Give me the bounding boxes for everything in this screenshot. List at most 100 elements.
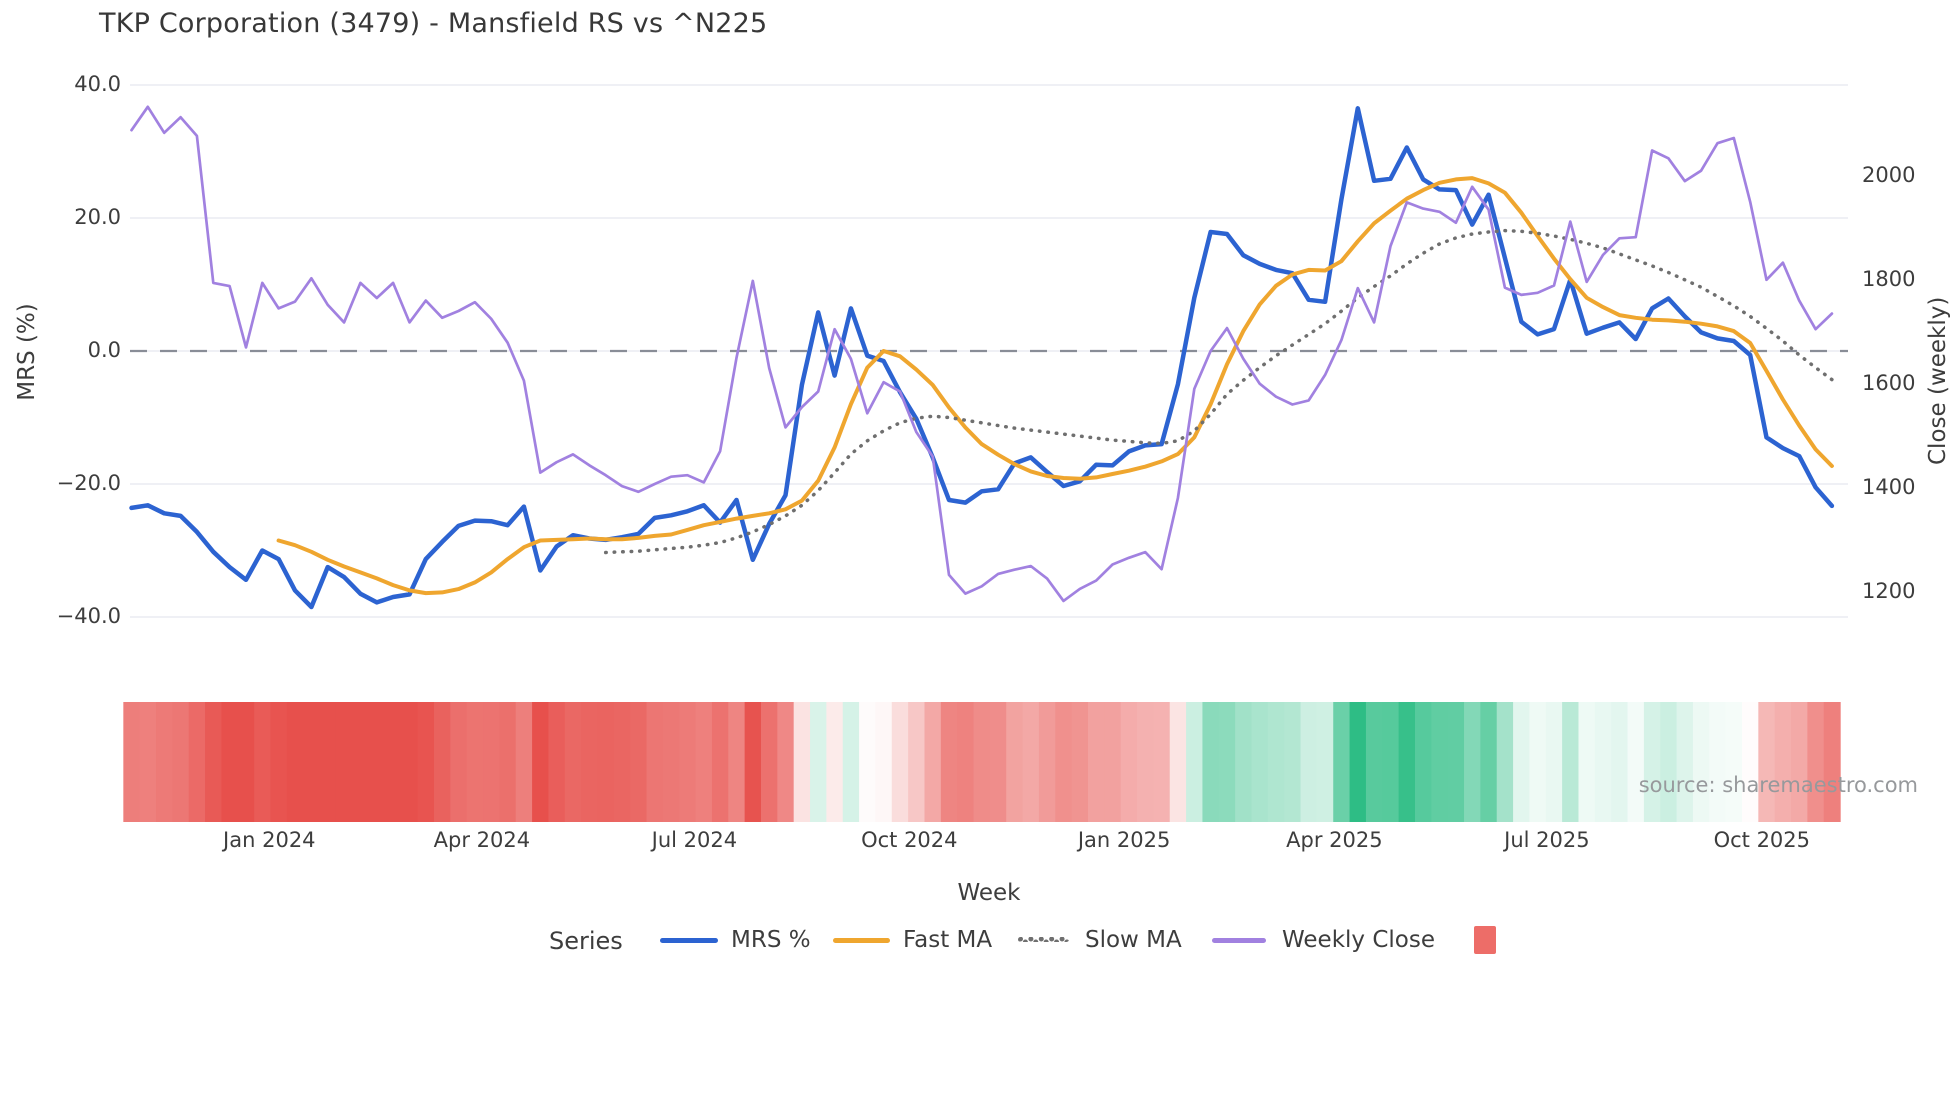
legend-swatch-fast-ma <box>833 937 890 943</box>
series-fast-ma <box>276 176 1834 596</box>
heatmap-cell <box>1267 702 1285 822</box>
heatmap-cell <box>1186 702 1204 822</box>
heatmap-cell <box>1414 702 1432 822</box>
heatmap-cell <box>352 702 370 822</box>
heatmap-cell <box>1741 702 1759 822</box>
heatmap-cell <box>548 702 566 822</box>
heatmap-cell <box>1823 702 1841 822</box>
heatmap-cell <box>319 702 337 822</box>
heatmap-cell <box>924 702 942 822</box>
heatmap-cell <box>957 702 975 822</box>
x-tick-label: Apr 2025 <box>1286 828 1383 852</box>
left-tick-label: 20.0 <box>74 205 121 229</box>
heatmap-cell <box>760 702 778 822</box>
x-tick-label: Oct 2024 <box>861 828 958 852</box>
right-axis-title: Close (weekly) <box>1925 296 1951 465</box>
left-tick-label: −20.0 <box>56 471 121 495</box>
chart-title: TKP Corporation (3479) - Mansfield RS vs… <box>99 8 768 39</box>
heatmap-cell <box>466 702 484 822</box>
heatmap-cell <box>499 702 517 822</box>
heatmap-cell <box>1022 702 1040 822</box>
heatmap-cell <box>989 702 1007 822</box>
heatmap-cell <box>254 702 272 822</box>
heatmap-cell <box>1104 702 1122 822</box>
x-axis-title: Week <box>957 880 1021 906</box>
heatmap-cell <box>417 702 435 822</box>
heatmap-cell <box>973 702 991 822</box>
heatmap-cell <box>1447 702 1465 822</box>
heatmap-cell <box>1513 702 1531 822</box>
heatmap-cell <box>1087 702 1105 822</box>
heatmap-cell <box>286 702 304 822</box>
heatmap-cell <box>1709 702 1727 822</box>
heatmap-cell <box>139 702 157 822</box>
heatmap-cell <box>940 702 958 822</box>
series-slow-ma <box>603 228 1834 555</box>
heatmap-cell <box>1218 702 1236 822</box>
heatmap-cell <box>1807 702 1825 822</box>
right-tick-label: 1600 <box>1862 370 1916 395</box>
heatmap-cell <box>728 702 746 822</box>
heatmap-strip <box>123 702 1841 822</box>
heatmap-cell <box>810 702 827 822</box>
heatmap-cell <box>1660 702 1678 822</box>
heatmap-cell <box>1529 702 1547 822</box>
heatmap-cell <box>1725 702 1743 822</box>
legend-label-fast-ma: Fast MA <box>903 927 993 953</box>
x-tick-label: Oct 2025 <box>1713 828 1811 852</box>
heatmap-cell <box>1398 702 1416 822</box>
heatmap-cell <box>156 702 173 822</box>
x-tick-label: Jul 2024 <box>651 828 738 852</box>
heatmap-cell <box>1006 702 1024 822</box>
right-tick-label: 2000 <box>1862 162 1916 187</box>
heatmap-cell <box>1676 702 1694 822</box>
source-watermark: source: sharemaestro.com <box>1638 773 1918 797</box>
heatmap-cell <box>711 702 729 822</box>
heatmap-cell <box>1791 702 1808 822</box>
heatmap-cell <box>1578 702 1596 822</box>
heatmap-cell <box>908 702 926 822</box>
heatmap-cell <box>1284 702 1302 822</box>
heatmap-cell <box>1562 702 1580 822</box>
heatmap-cell <box>1496 702 1514 822</box>
heatmap-cell <box>859 702 877 822</box>
heatmap-cell <box>1431 702 1449 822</box>
heatmap-cell <box>384 702 402 822</box>
heatmap-cell <box>1071 702 1089 822</box>
heatmap-cell <box>1153 702 1171 822</box>
heatmap-cell <box>483 702 500 822</box>
heatmap-cell <box>1594 702 1612 822</box>
heatmap-cell <box>1480 702 1498 822</box>
heatmap-cell <box>205 702 223 822</box>
heatmap-cell <box>1251 702 1269 822</box>
legend-swatch-weekly-close <box>1212 937 1266 943</box>
heatmap-cell <box>1316 702 1334 822</box>
heatmap-cell <box>1137 702 1154 822</box>
heatmap-cell <box>826 702 844 822</box>
heatmap-cell <box>891 702 909 822</box>
heatmap-cell <box>1120 702 1138 822</box>
heatmap-cell <box>646 702 664 822</box>
heatmap-cell <box>581 702 599 822</box>
heatmap-cell <box>221 702 239 822</box>
heatmap-cell <box>270 702 288 822</box>
heatmap-cell <box>532 702 550 822</box>
legend-label-weekly-close: Weekly Close <box>1282 927 1435 953</box>
heatmap-cell <box>368 702 386 822</box>
heatmap-cell <box>597 702 615 822</box>
heatmap-cell <box>1692 702 1710 822</box>
heatmap-cell <box>1545 702 1563 822</box>
heatmap-cell <box>777 702 795 822</box>
heatmap-cell <box>433 702 451 822</box>
series-mrs- <box>129 106 1835 610</box>
heatmap-cell <box>1055 702 1073 822</box>
x-tick-label: Jan 2025 <box>1077 828 1171 852</box>
heatmap-cell <box>1300 702 1318 822</box>
heatmap-cell <box>842 702 860 822</box>
legend-label-mrs-: MRS % <box>731 927 811 953</box>
heatmap-cell <box>1202 702 1220 822</box>
legend-swatch-heatmap <box>1474 926 1496 954</box>
heatmap-cell <box>303 702 321 822</box>
